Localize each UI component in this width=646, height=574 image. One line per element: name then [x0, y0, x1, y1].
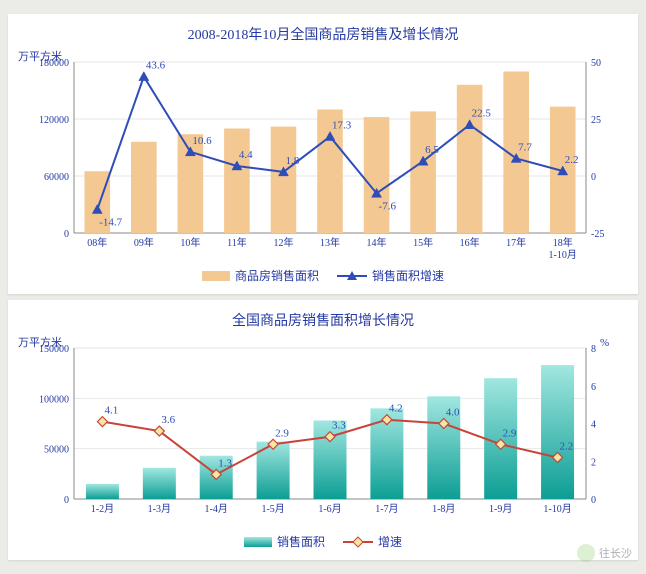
svg-text:4: 4: [591, 420, 596, 431]
svg-text:12年: 12年: [273, 236, 293, 249]
legend-line-2: 增速: [343, 533, 402, 550]
chart-2-wrap: 万平方米%050000100000150000024681-2月1-3月1-4月…: [16, 334, 630, 529]
svg-text:43.6: 43.6: [146, 60, 166, 72]
chart-1-card: 2008-2018年10月全国商品房销售及增长情况 万平方米0600001200…: [8, 14, 638, 294]
svg-text:180000: 180000: [39, 58, 69, 69]
svg-text:4.1: 4.1: [104, 405, 118, 417]
svg-text:2.2: 2.2: [565, 154, 579, 166]
svg-text:10.6: 10.6: [192, 135, 212, 147]
chart-1-title: 2008-2018年10月全国商品房销售及增长情况: [16, 24, 630, 44]
svg-text:11年: 11年: [227, 236, 247, 249]
svg-text:6: 6: [591, 382, 596, 393]
svg-text:2.2: 2.2: [560, 440, 574, 452]
svg-text:%: %: [600, 337, 609, 349]
svg-text:25: 25: [591, 115, 601, 126]
svg-text:1-6月: 1-6月: [318, 503, 341, 515]
svg-text:1-7月: 1-7月: [375, 503, 398, 515]
svg-text:1-8月: 1-8月: [432, 503, 455, 515]
svg-text:3.3: 3.3: [332, 420, 346, 432]
chart-2-legend: 销售面积 增速: [16, 533, 630, 550]
svg-text:120000: 120000: [39, 115, 69, 126]
svg-text:0: 0: [64, 495, 69, 506]
svg-text:0: 0: [64, 229, 69, 240]
svg-text:09年: 09年: [134, 236, 154, 249]
svg-text:17.3: 17.3: [332, 120, 352, 132]
svg-text:7.7: 7.7: [518, 141, 532, 153]
svg-text:2.9: 2.9: [503, 427, 517, 439]
svg-text:16年: 16年: [460, 236, 480, 249]
svg-text:60000: 60000: [44, 172, 69, 183]
svg-text:1-10月: 1-10月: [549, 249, 577, 261]
legend-bar-2: 销售面积: [244, 533, 325, 550]
svg-text:-14.7: -14.7: [99, 217, 122, 229]
svg-text:1.3: 1.3: [218, 457, 232, 469]
svg-text:0: 0: [591, 495, 596, 506]
svg-text:1-3月: 1-3月: [148, 503, 171, 515]
svg-text:10年: 10年: [180, 236, 200, 249]
svg-text:15年: 15年: [413, 236, 433, 249]
chart-2-card: 全国商品房销售面积增长情况 万平方米%050000100000150000024…: [8, 300, 638, 560]
svg-text:18年: 18年: [553, 236, 573, 249]
svg-text:50000: 50000: [44, 445, 69, 456]
svg-text:8: 8: [591, 344, 596, 355]
svg-text:1-10月: 1-10月: [543, 503, 571, 515]
watermark: 往长沙: [577, 544, 632, 562]
svg-text:1-9月: 1-9月: [489, 503, 512, 515]
chart-2-svg: 万平方米%050000100000150000024681-2月1-3月1-4月…: [16, 334, 626, 529]
chart-1-svg: 万平方米060000120000180000-250255008年09年10年1…: [16, 48, 626, 263]
svg-text:2: 2: [591, 457, 596, 468]
chart-1-legend: 商品房销售面积 销售面积增速: [16, 267, 630, 284]
chart-1-wrap: 万平方米060000120000180000-250255008年09年10年1…: [16, 48, 630, 263]
svg-text:2.9: 2.9: [275, 427, 289, 439]
svg-text:14年: 14年: [367, 236, 387, 249]
svg-text:150000: 150000: [39, 344, 69, 355]
svg-text:3.6: 3.6: [161, 414, 175, 426]
svg-text:1-4月: 1-4月: [205, 503, 228, 515]
svg-text:50: 50: [591, 58, 601, 69]
wechat-icon: [577, 544, 595, 562]
svg-text:13年: 13年: [320, 236, 340, 249]
svg-text:17年: 17年: [506, 236, 526, 249]
svg-text:1.8: 1.8: [285, 155, 299, 167]
svg-text:6.5: 6.5: [425, 144, 439, 156]
svg-text:1-2月: 1-2月: [91, 503, 114, 515]
svg-text:100000: 100000: [39, 394, 69, 405]
legend-bar-1: 商品房销售面积: [202, 267, 319, 284]
svg-text:-7.6: -7.6: [379, 200, 397, 212]
svg-text:4.0: 4.0: [446, 407, 460, 419]
legend-line-1: 销售面积增速: [337, 267, 444, 284]
svg-text:4.4: 4.4: [239, 149, 253, 161]
svg-text:1-5月: 1-5月: [261, 503, 284, 515]
svg-text:22.5: 22.5: [472, 108, 492, 120]
svg-text:0: 0: [591, 172, 596, 183]
svg-text:-25: -25: [591, 229, 604, 240]
svg-text:08年: 08年: [87, 236, 107, 249]
chart-2-title: 全国商品房销售面积增长情况: [16, 310, 630, 330]
svg-text:4.2: 4.2: [389, 403, 403, 415]
